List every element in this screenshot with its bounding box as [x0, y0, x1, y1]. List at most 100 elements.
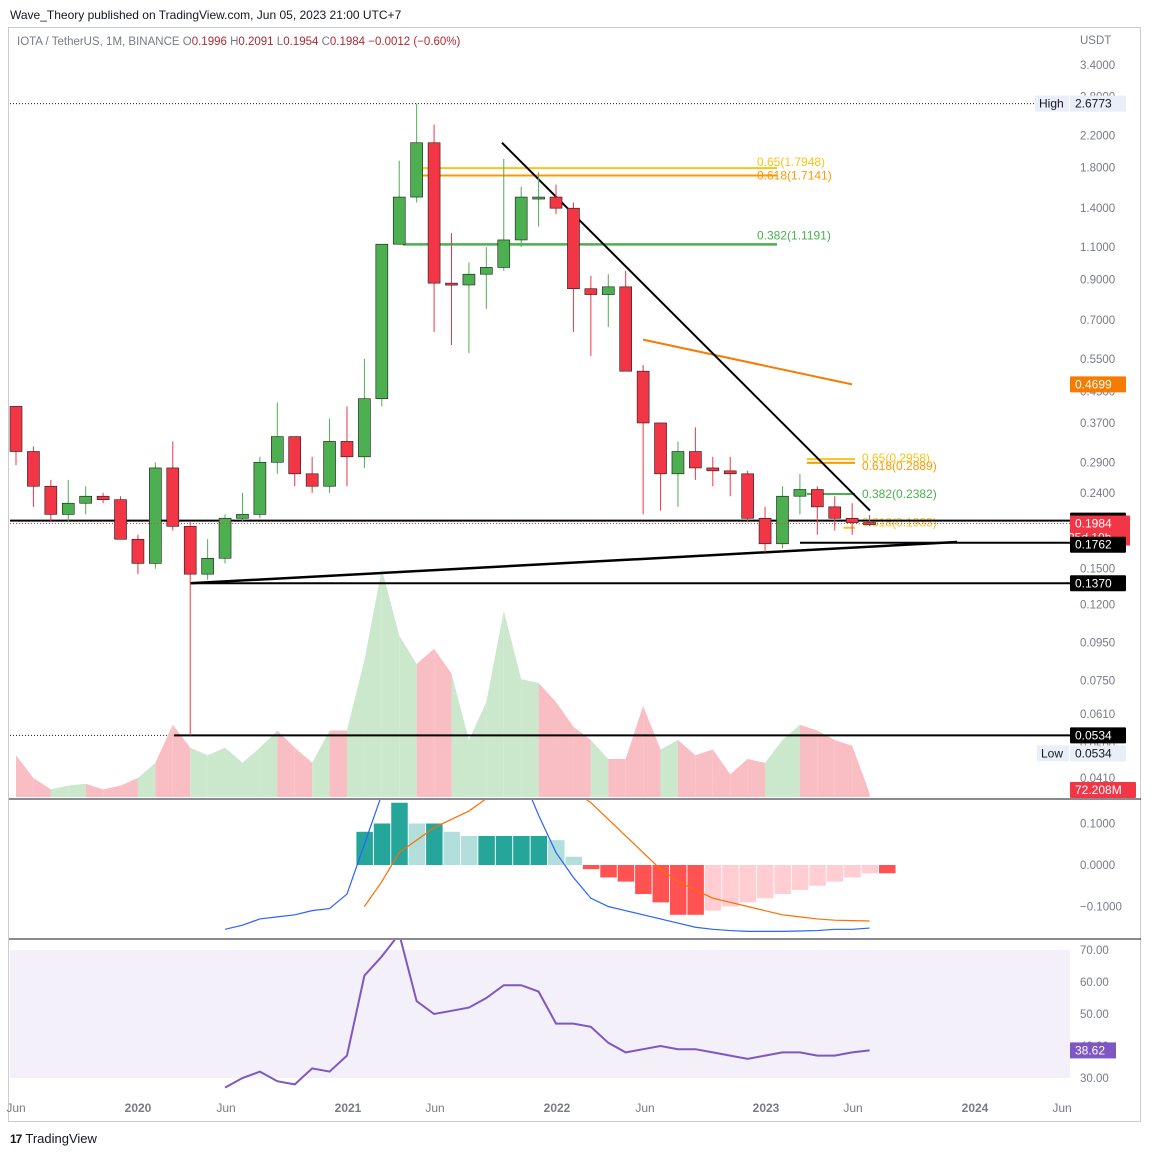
volume-area-segment	[294, 747, 313, 797]
macd-histogram-bar	[478, 835, 495, 865]
tradingview-logo-icon: 17	[10, 1131, 22, 1146]
level-tag-bg	[1070, 536, 1126, 553]
price-tick-label: 0.0610	[1080, 709, 1115, 721]
volume-area-segment	[573, 726, 591, 797]
fib-upper-382-label: 0.382(1.1191)	[757, 228, 831, 242]
open-label: O	[182, 36, 192, 48]
rsi-tick-label: 60.00	[1080, 977, 1109, 989]
volume-area-segment	[765, 740, 783, 797]
time-axis-label: 2024	[962, 1101, 989, 1115]
price-tick-label: 3.4000	[1080, 60, 1115, 72]
time-axis-label: 2020	[125, 1101, 152, 1115]
volume-area-segment	[556, 702, 574, 797]
time-axis-label: 2022	[544, 1101, 571, 1115]
current-price-tag: 0.1984	[1075, 517, 1112, 531]
fib-upper-618-label: 0.618(1.7141)	[757, 169, 832, 183]
fib-lower-382-label: 0.382(0.2382)	[862, 487, 937, 501]
volume-area-segment	[503, 610, 522, 797]
candle-body	[183, 526, 197, 575]
low-label: L	[276, 36, 284, 48]
time-axis-label: Jun	[843, 1101, 862, 1115]
candle-body	[654, 422, 667, 475]
level-tag-bg	[1070, 575, 1126, 592]
volume-area-segment	[346, 660, 365, 797]
footer-brand[interactable]: 17 TradingView	[10, 1131, 97, 1146]
volume-area-segment	[120, 778, 138, 797]
volume-area-segment	[590, 740, 609, 797]
candle-body	[706, 467, 720, 472]
descending-trendline	[501, 142, 871, 512]
price-tick-label: 1.4000	[1080, 203, 1115, 215]
volume-area-segment	[486, 610, 504, 797]
candle-body	[305, 473, 319, 487]
level-tag-bg	[1070, 727, 1126, 744]
candle-body	[811, 489, 824, 508]
volume-area-segment	[155, 724, 173, 797]
time-axis-label: Jun	[635, 1101, 654, 1115]
time-axis-label: Jun	[1052, 1101, 1071, 1115]
price-tick-label: 2.2000	[1080, 130, 1115, 142]
close-label: C	[321, 36, 330, 48]
price-tick-label: 0.5500	[1080, 354, 1115, 366]
rsi-value-bg	[1070, 1042, 1116, 1059]
macd-histogram-bar	[513, 835, 530, 865]
time-axis-label: Jun	[6, 1101, 25, 1115]
time-axis-label: Jun	[216, 1101, 235, 1115]
ma-price-tag: 0.4699	[1075, 377, 1112, 391]
volume-area-segment	[242, 747, 260, 797]
candle-body	[532, 196, 545, 200]
macd-tick-label: 0.0000	[1080, 860, 1115, 872]
candle-body	[288, 436, 302, 475]
macd-histogram-bar	[861, 865, 879, 874]
macd-histogram-bar	[704, 865, 722, 911]
volume-area-segment	[225, 747, 243, 797]
open-value: 0.1996	[191, 36, 227, 48]
candle-body	[619, 286, 633, 372]
candle-body	[392, 196, 406, 245]
price-tick-label: 0.3700	[1080, 418, 1115, 430]
macd-histogram-bar	[443, 831, 460, 865]
candle-body	[131, 538, 145, 564]
macd-histogram-bar	[460, 835, 478, 865]
macd-histogram-bar	[809, 865, 826, 886]
volume-area-segment	[190, 747, 208, 797]
volume-area-segment	[799, 724, 818, 797]
chart-frame	[8, 27, 1141, 1122]
macd-histogram-bar	[757, 865, 774, 899]
candle-body	[375, 243, 389, 400]
candle-body	[44, 485, 58, 515]
macd-histogram-bar	[669, 865, 687, 915]
candle-body	[445, 282, 458, 286]
volume-area-segment	[730, 759, 748, 797]
rsi-band	[10, 950, 1070, 1078]
time-axis-label: 2023	[753, 1101, 780, 1115]
volume-area-segment	[817, 730, 835, 797]
symbol-label[interactable]: IOTA / TetherUS, 1M, BINANCE	[17, 36, 180, 48]
ma-price-tag-bg	[1070, 376, 1126, 393]
volume-area-segment	[85, 783, 104, 797]
candle-body	[793, 489, 807, 497]
macd-histogram-bar	[373, 823, 391, 865]
rsi-value-tag: 38.62	[1075, 1043, 1105, 1057]
volume-area-segment	[381, 569, 400, 797]
high-label: H	[230, 36, 239, 48]
price-tick-label: 0.2900	[1080, 457, 1115, 469]
low-value: 0.0534	[1075, 746, 1112, 760]
candle-body	[27, 451, 40, 487]
candle-body	[218, 517, 232, 559]
candle-body	[270, 436, 284, 463]
volume-area-segment	[625, 705, 644, 797]
volume-area-segment	[521, 679, 539, 797]
low-label-bg	[1037, 745, 1069, 762]
candle-body	[236, 514, 249, 519]
fib-upper-65-label: 0.65(1.7948)	[757, 155, 825, 169]
volume-area-segment	[416, 648, 435, 797]
macd-histogram-bar	[652, 865, 670, 903]
volume-area-segment	[277, 730, 295, 797]
rsi-tick-label: 50.00	[1080, 1009, 1109, 1021]
macd-histogram-bar	[879, 865, 896, 874]
macd-histogram-bar	[826, 865, 844, 882]
change-value: −0.0012 (−0.60%)	[368, 36, 461, 48]
candle-body	[758, 517, 772, 545]
